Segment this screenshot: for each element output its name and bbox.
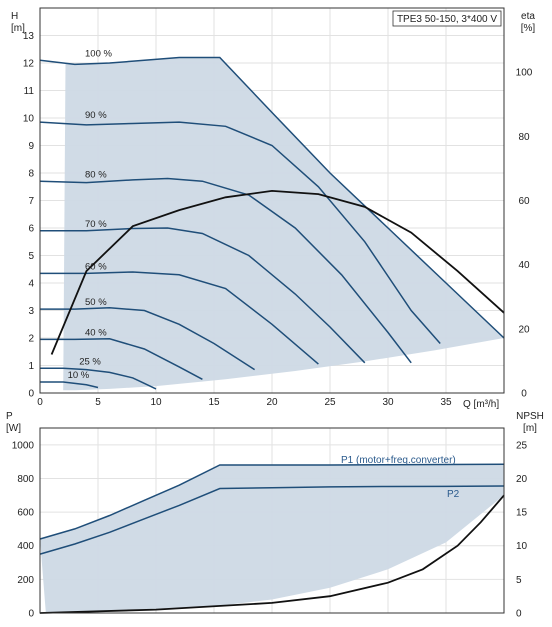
speed-label: 80 % xyxy=(85,169,107,180)
head-tick: 10 xyxy=(23,114,35,125)
head-tick: 11 xyxy=(24,86,35,97)
eta-curve xyxy=(50,189,505,355)
head-chart: 100 % 90 % 80 % 70 % 60 % 50 % 40 % 25 % 10 % 0 5… xyxy=(11,7,536,410)
power-tick: 0 xyxy=(28,609,34,620)
speed-label: 10 % xyxy=(68,370,90,381)
speed-label: 90 % xyxy=(85,110,107,121)
head-tick: 8 xyxy=(28,169,34,180)
npsh-tick: 20 xyxy=(516,474,528,485)
speed-label: 50 % xyxy=(85,297,107,308)
speed-curve xyxy=(39,177,412,364)
eta-tick: 0 xyxy=(521,389,527,400)
npsh-tick-labels: 0 5 10 15 20 25 xyxy=(516,440,528,619)
power-tick: 600 xyxy=(17,508,34,519)
flow-tick: 15 xyxy=(208,397,220,408)
p1-label: P1 (motor+freq.converter) xyxy=(341,455,456,466)
flow-tick: 20 xyxy=(266,397,278,408)
power-axis-label: P xyxy=(6,411,13,422)
head-axis-unit: [m] xyxy=(11,23,25,34)
speed-label: 100 % xyxy=(85,48,112,59)
speed-curve xyxy=(39,121,441,344)
npsh-curve xyxy=(39,494,505,614)
flow-tick-labels: 0 5 10 15 20 25 30 35 xyxy=(37,397,452,408)
eta-tick: 80 xyxy=(518,132,530,143)
flow-axis-label: Q [m³/h] xyxy=(463,399,499,410)
head-tick: 1 xyxy=(28,361,34,372)
power-operating-region xyxy=(40,464,504,613)
head-plot-frame xyxy=(39,7,505,394)
head-axis-label: H xyxy=(11,11,18,22)
npsh-tick: 25 xyxy=(516,440,528,451)
head-tick: 7 xyxy=(28,196,34,207)
npsh-axis-unit: [m] xyxy=(523,423,537,434)
p2-label: P2 xyxy=(447,489,460,500)
head-series xyxy=(39,56,505,390)
eta-tick: 40 xyxy=(518,260,530,271)
head-tick: 4 xyxy=(28,279,34,290)
speed-curve xyxy=(39,56,505,339)
eta-axis-label: eta xyxy=(521,11,535,22)
speed-label: 40 % xyxy=(85,327,107,338)
pump-model-label: TPE3 50-150, 3*400 V xyxy=(397,14,497,25)
power-tick-labels: 0 200 400 600 800 1000 xyxy=(12,440,35,619)
power-curve xyxy=(39,485,505,555)
flow-tick: 0 xyxy=(37,397,43,408)
speed-labels: 100 % 90 % 80 % 70 % 60 % 50 % 40 % 25 % 10 % xyxy=(68,48,113,381)
power-axis-unit: [W] xyxy=(6,423,21,434)
power-series xyxy=(39,463,505,614)
power-curve xyxy=(39,463,505,540)
speed-curve xyxy=(40,367,157,390)
npsh-axis-label: NPSH xyxy=(516,411,544,422)
flow-tick: 10 xyxy=(150,397,162,408)
eta-tick: 20 xyxy=(518,324,530,335)
npsh-tick: 0 xyxy=(516,609,522,620)
power-tick: 800 xyxy=(17,474,34,485)
head-tick: 13 xyxy=(23,31,35,42)
speed-curve xyxy=(40,227,366,364)
head-tick: 5 xyxy=(28,251,34,262)
head-tick: 3 xyxy=(28,306,34,317)
power-tick: 400 xyxy=(17,541,34,552)
head-tick: 12 xyxy=(23,59,35,70)
flow-tick: 25 xyxy=(324,397,336,408)
head-tick: 0 xyxy=(28,389,34,400)
operating-region xyxy=(63,57,504,391)
speed-curve xyxy=(40,307,256,371)
head-tick: 2 xyxy=(28,334,34,345)
speed-curve xyxy=(40,381,99,389)
power-plot-frame xyxy=(39,427,505,614)
speed-curve xyxy=(40,338,203,380)
head-tick: 9 xyxy=(28,141,34,152)
eta-tick-labels: 0 20 40 60 80 100 xyxy=(516,68,533,400)
flow-tick: 5 xyxy=(95,397,101,408)
npsh-tick: 15 xyxy=(516,508,528,519)
speed-label: 60 % xyxy=(85,261,107,272)
head-tick: 6 xyxy=(28,224,34,235)
speed-label: 70 % xyxy=(85,219,107,230)
power-tick: 200 xyxy=(17,575,34,586)
pump-model-box xyxy=(392,10,502,27)
flow-tick: 35 xyxy=(440,397,452,408)
eta-axis-unit: [%] xyxy=(521,23,536,34)
speed-label: 25 % xyxy=(79,356,101,367)
eta-tick: 100 xyxy=(516,68,533,79)
power-tick: 1000 xyxy=(12,440,35,451)
npsh-tick: 10 xyxy=(516,541,528,552)
flow-tick: 30 xyxy=(382,397,394,408)
npsh-tick: 5 xyxy=(516,575,522,586)
eta-tick: 60 xyxy=(518,196,530,207)
